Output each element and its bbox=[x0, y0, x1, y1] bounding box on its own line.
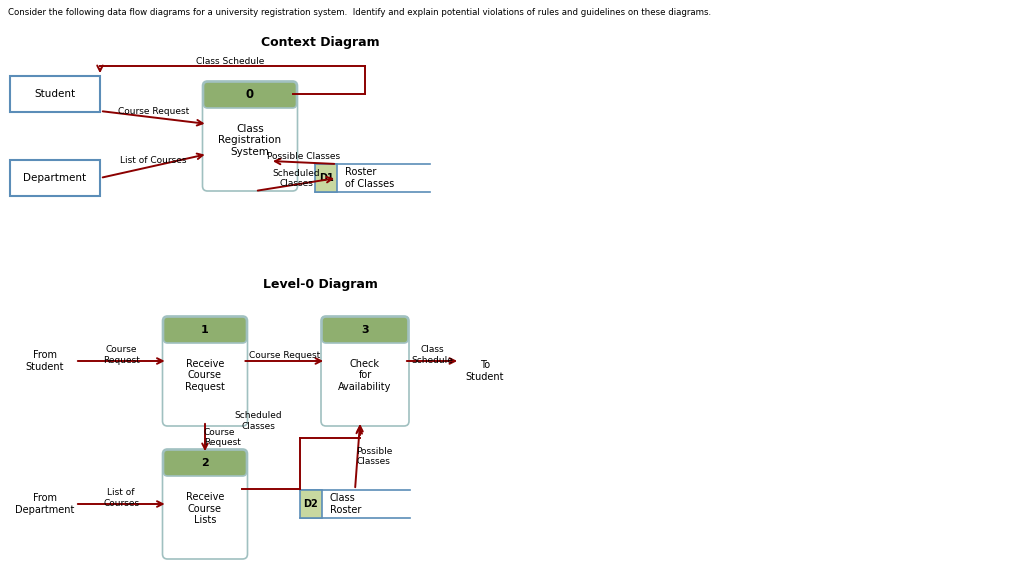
Text: 1: 1 bbox=[201, 325, 209, 335]
Text: 2: 2 bbox=[201, 458, 209, 468]
FancyBboxPatch shape bbox=[204, 82, 297, 108]
Text: Student: Student bbox=[35, 89, 76, 99]
FancyBboxPatch shape bbox=[164, 450, 247, 476]
Text: List of Courses: List of Courses bbox=[121, 156, 187, 165]
FancyBboxPatch shape bbox=[163, 449, 248, 559]
FancyBboxPatch shape bbox=[322, 317, 408, 343]
FancyBboxPatch shape bbox=[203, 81, 298, 191]
Text: Class
Schedule: Class Schedule bbox=[411, 345, 453, 365]
Text: Receive
Course
Request: Receive Course Request bbox=[185, 359, 225, 392]
Text: Class Schedule: Class Schedule bbox=[196, 56, 264, 66]
Text: Context Diagram: Context Diagram bbox=[261, 36, 379, 49]
Text: Possible Classes: Possible Classes bbox=[267, 152, 340, 161]
Text: Consider the following data flow diagrams for a university registration system. : Consider the following data flow diagram… bbox=[8, 8, 711, 17]
Text: Department: Department bbox=[24, 173, 87, 183]
FancyBboxPatch shape bbox=[10, 160, 100, 196]
FancyBboxPatch shape bbox=[300, 490, 322, 518]
Text: Class
Registration
System: Class Registration System bbox=[218, 124, 282, 157]
Text: List of
Courses: List of Courses bbox=[103, 488, 139, 507]
Text: From
Student: From Student bbox=[26, 350, 65, 372]
Text: To
Student: To Student bbox=[466, 360, 504, 382]
Text: Course
Request: Course Request bbox=[204, 428, 241, 447]
FancyBboxPatch shape bbox=[164, 317, 247, 343]
Text: D2: D2 bbox=[304, 499, 318, 509]
Text: From
Department: From Department bbox=[15, 493, 75, 515]
Text: Scheduled
Classes: Scheduled Classes bbox=[234, 411, 282, 431]
FancyBboxPatch shape bbox=[163, 316, 248, 426]
FancyBboxPatch shape bbox=[10, 76, 100, 112]
Text: Possible
Classes: Possible Classes bbox=[356, 447, 393, 466]
Text: Level-0 Diagram: Level-0 Diagram bbox=[262, 278, 378, 291]
Text: Course Request: Course Request bbox=[249, 351, 319, 359]
Text: D1: D1 bbox=[318, 173, 334, 183]
FancyBboxPatch shape bbox=[315, 164, 337, 192]
Text: 0: 0 bbox=[246, 89, 254, 101]
Text: Course
Request: Course Request bbox=[102, 345, 139, 365]
Text: Roster
of Classes: Roster of Classes bbox=[345, 167, 394, 189]
Text: 3: 3 bbox=[361, 325, 369, 335]
Text: Course Request: Course Request bbox=[118, 107, 189, 116]
Text: Scheduled
Classes: Scheduled Classes bbox=[272, 169, 319, 188]
Text: Receive
Course
Lists: Receive Course Lists bbox=[185, 492, 224, 525]
FancyBboxPatch shape bbox=[321, 316, 409, 426]
Text: Class
Roster: Class Roster bbox=[330, 493, 361, 515]
Text: Check
for
Availability: Check for Availability bbox=[338, 359, 392, 392]
